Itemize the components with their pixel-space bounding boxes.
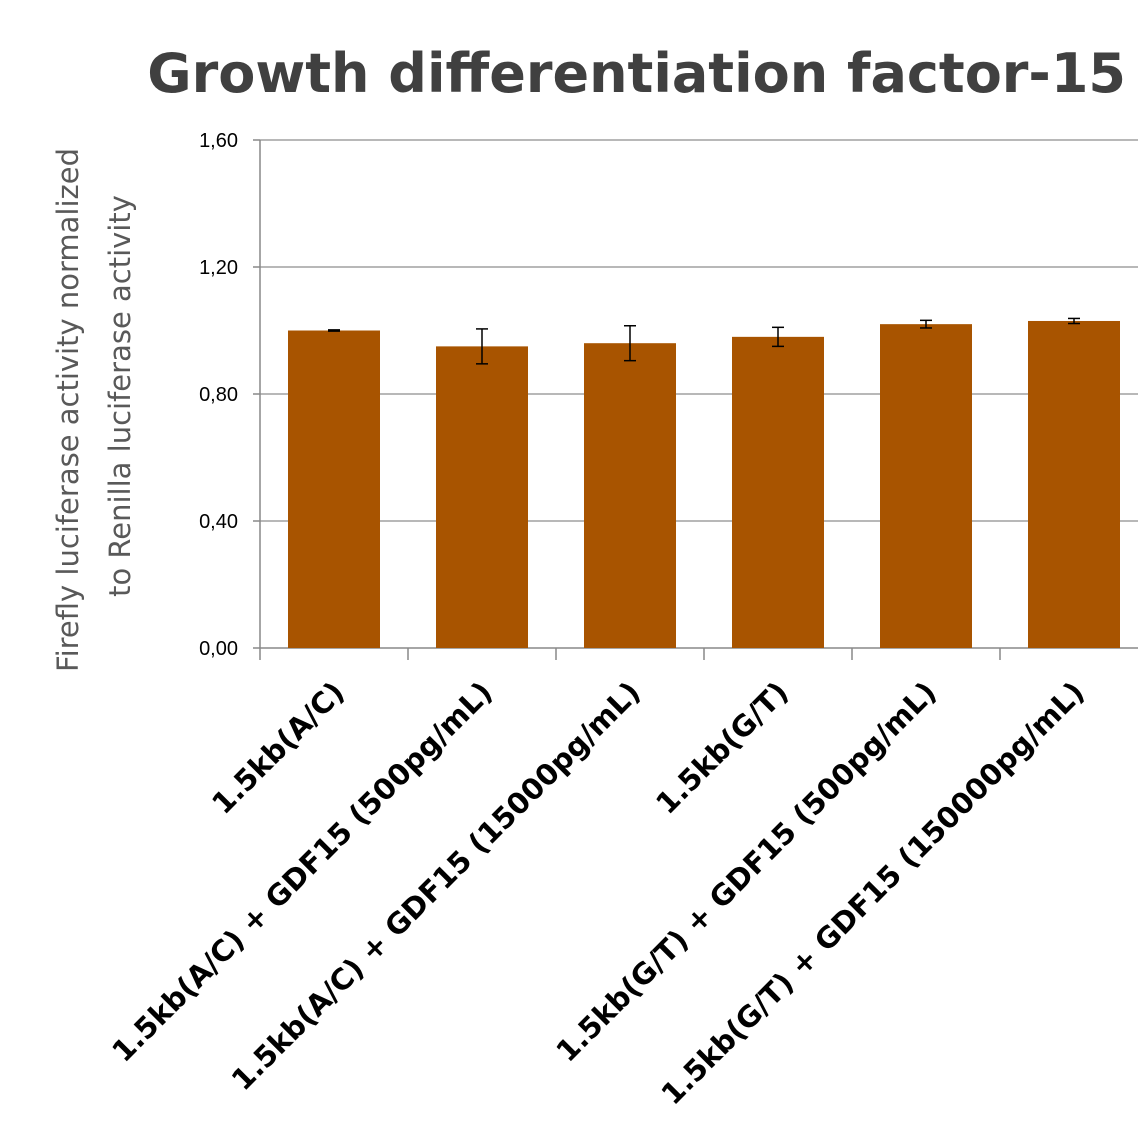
error-bar — [1068, 317, 1080, 325]
bar — [288, 330, 380, 648]
category-label: 1.5kb(G/T) — [649, 675, 795, 821]
gridlines — [260, 139, 1138, 522]
y-axis-label-line-2: to Renilla luciferase activity — [103, 195, 137, 597]
y-tick-label: 0,80 — [199, 384, 238, 406]
error-bars — [328, 317, 1080, 365]
error-bar — [772, 326, 784, 348]
y-tick-label: 1,20 — [199, 257, 238, 279]
y-tick-label: 0,40 — [199, 511, 238, 533]
chart-title: Growth differentiation factor-15 — [147, 42, 1126, 105]
error-bar — [328, 329, 340, 332]
error-bar — [624, 324, 636, 362]
category-labels: 1.5kb(A/C)1.5kb(A/C) + GDF15 (500pg/mL)1… — [105, 675, 1091, 1111]
axes — [253, 139, 1138, 660]
bar — [436, 346, 528, 648]
error-bar — [920, 319, 932, 329]
bars — [288, 320, 1120, 648]
error-bar — [476, 328, 488, 365]
y-tick-label: 0,00 — [199, 638, 238, 660]
category-label: 1.5kb(A/C) — [205, 675, 351, 821]
y-tick-labels: 0,00 0,40 0,80 1,20 1,60 — [199, 130, 238, 660]
bar — [1028, 320, 1120, 648]
bar — [584, 343, 676, 648]
bar — [732, 336, 824, 648]
y-axis-label-line-1: Firefly luciferase activity normalized — [51, 148, 85, 672]
y-tick-label: 1,60 — [199, 130, 238, 152]
bar — [880, 324, 972, 648]
